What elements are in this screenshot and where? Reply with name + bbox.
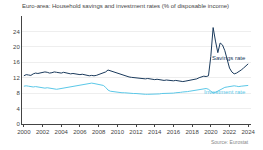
svg-text:2016: 2016 [167, 129, 181, 135]
svg-text:Investment rate: Investment rate [204, 89, 246, 95]
svg-text:2024: 2024 [242, 129, 256, 135]
svg-text:2006: 2006 [73, 129, 87, 135]
svg-text:2002: 2002 [36, 129, 50, 135]
svg-text:2022: 2022 [223, 129, 237, 135]
svg-text:12: 12 [13, 75, 20, 81]
svg-text:4: 4 [16, 106, 20, 112]
svg-text:20: 20 [13, 44, 20, 50]
svg-text:Savings rate: Savings rate [212, 55, 246, 61]
svg-text:0: 0 [16, 121, 20, 127]
svg-text:2018: 2018 [185, 129, 199, 135]
svg-text:2004: 2004 [55, 129, 69, 135]
svg-text:8: 8 [16, 90, 20, 96]
svg-text:Euro-area: Household savings a: Euro-area: Household savings and investm… [22, 3, 229, 9]
svg-text:2014: 2014 [148, 129, 162, 135]
svg-text:2020: 2020 [204, 129, 218, 135]
svg-text:Source: Eurostat: Source: Eurostat [211, 139, 249, 145]
svg-text:24: 24 [13, 29, 20, 35]
svg-text:2000: 2000 [17, 129, 31, 135]
svg-text:2010: 2010 [111, 129, 125, 135]
svg-text:2012: 2012 [129, 129, 143, 135]
svg-text:2008: 2008 [92, 129, 106, 135]
svg-text:16: 16 [13, 59, 20, 65]
